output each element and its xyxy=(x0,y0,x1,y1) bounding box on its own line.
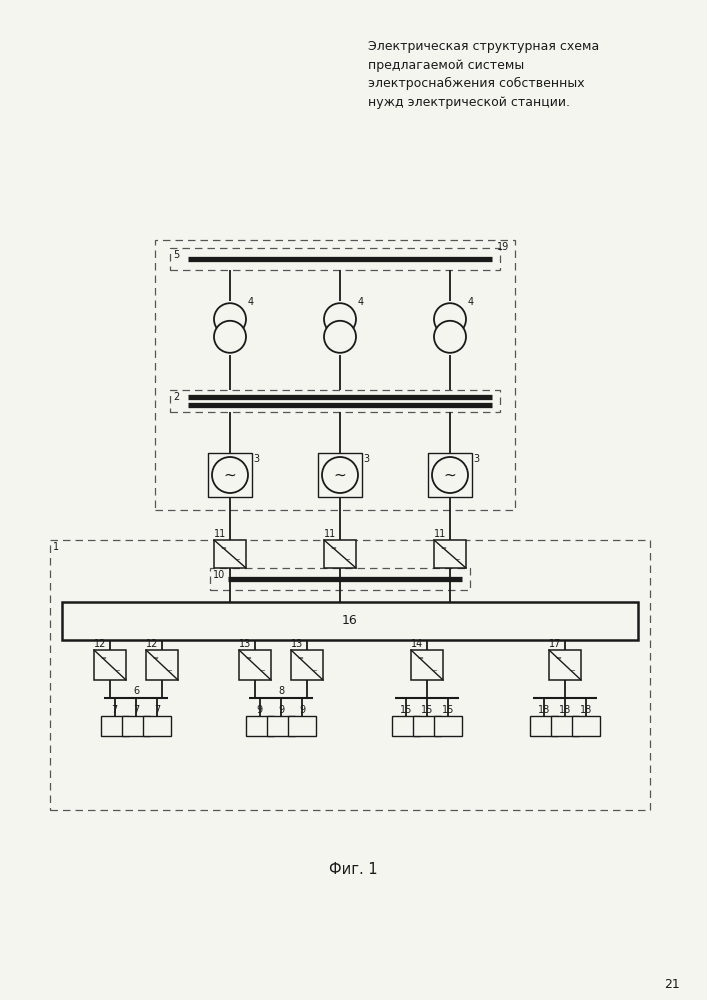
Text: ~: ~ xyxy=(234,557,240,563)
Text: 4: 4 xyxy=(248,297,254,307)
Circle shape xyxy=(322,457,358,493)
Text: ~: ~ xyxy=(311,669,317,675)
Text: ~: ~ xyxy=(114,669,120,675)
Text: ~: ~ xyxy=(259,669,265,675)
Bar xyxy=(100,716,129,736)
Text: 1: 1 xyxy=(53,542,59,552)
Bar xyxy=(267,716,295,736)
Circle shape xyxy=(324,321,356,353)
Text: ~: ~ xyxy=(166,669,172,675)
Bar xyxy=(155,240,515,510)
Text: 11: 11 xyxy=(214,529,226,539)
Circle shape xyxy=(214,321,246,353)
Bar xyxy=(392,716,420,736)
Bar xyxy=(245,716,274,736)
Text: 9: 9 xyxy=(278,705,284,715)
Text: ~: ~ xyxy=(334,468,346,483)
Text: =: = xyxy=(440,545,446,551)
Bar xyxy=(50,540,650,810)
Text: 3: 3 xyxy=(473,454,479,464)
Circle shape xyxy=(434,321,466,353)
Text: =: = xyxy=(555,655,561,661)
Bar xyxy=(208,453,252,497)
Bar xyxy=(434,540,466,568)
Text: ~: ~ xyxy=(431,669,437,675)
Text: 3: 3 xyxy=(363,454,369,464)
Text: 4: 4 xyxy=(468,297,474,307)
Text: 13: 13 xyxy=(239,639,251,649)
Text: 7: 7 xyxy=(133,705,139,715)
Bar xyxy=(291,650,323,680)
Text: ~: ~ xyxy=(443,468,457,483)
Bar xyxy=(122,716,150,736)
Bar xyxy=(146,650,178,680)
Text: =: = xyxy=(220,545,226,551)
Text: 15: 15 xyxy=(442,705,455,715)
Text: 15: 15 xyxy=(399,705,412,715)
Text: 10: 10 xyxy=(213,570,226,580)
Text: 8: 8 xyxy=(278,686,284,696)
Text: =: = xyxy=(245,655,251,661)
Bar xyxy=(428,453,472,497)
Text: 14: 14 xyxy=(411,639,423,649)
Bar xyxy=(324,540,356,568)
Text: 15: 15 xyxy=(421,705,433,715)
Text: Фиг. 1: Фиг. 1 xyxy=(329,862,378,878)
Circle shape xyxy=(434,303,466,335)
Text: ~: ~ xyxy=(569,669,575,675)
Text: Электрическая структурная схема
предлагаемой системы
электроснабжения собственны: Электрическая структурная схема предлага… xyxy=(368,40,600,109)
Bar xyxy=(551,716,579,736)
Bar xyxy=(210,568,470,590)
Bar xyxy=(434,716,462,736)
Bar xyxy=(530,716,558,736)
Bar xyxy=(170,390,500,412)
Text: =: = xyxy=(297,655,303,661)
Circle shape xyxy=(212,457,248,493)
Text: 4: 4 xyxy=(358,297,364,307)
Text: 21: 21 xyxy=(664,978,680,990)
Bar xyxy=(94,650,126,680)
Text: 18: 18 xyxy=(537,705,550,715)
Bar xyxy=(549,650,581,680)
Text: 12: 12 xyxy=(146,639,158,649)
Text: ~: ~ xyxy=(454,557,460,563)
Text: 11: 11 xyxy=(434,529,446,539)
Text: 5: 5 xyxy=(173,250,180,260)
Text: 9: 9 xyxy=(299,705,305,715)
Text: 7: 7 xyxy=(154,705,160,715)
Text: 3: 3 xyxy=(253,454,259,464)
Text: ~: ~ xyxy=(344,557,350,563)
Text: 12: 12 xyxy=(94,639,106,649)
Bar xyxy=(62,602,638,640)
Bar xyxy=(170,248,500,270)
Text: 13: 13 xyxy=(291,639,303,649)
Text: 18: 18 xyxy=(580,705,592,715)
Text: 17: 17 xyxy=(549,639,561,649)
Bar xyxy=(144,716,171,736)
Bar xyxy=(413,716,441,736)
Text: =: = xyxy=(417,655,423,661)
Bar xyxy=(288,716,316,736)
Text: 18: 18 xyxy=(559,705,571,715)
Text: 11: 11 xyxy=(324,529,337,539)
Text: =: = xyxy=(100,655,106,661)
Text: ~: ~ xyxy=(223,468,236,483)
Text: 19: 19 xyxy=(497,242,509,252)
Text: 6: 6 xyxy=(133,686,139,696)
Text: 2: 2 xyxy=(173,392,180,402)
Bar xyxy=(411,650,443,680)
Bar xyxy=(214,540,246,568)
Text: =: = xyxy=(152,655,158,661)
Text: =: = xyxy=(330,545,336,551)
Bar xyxy=(318,453,362,497)
Text: 9: 9 xyxy=(257,705,263,715)
Text: 7: 7 xyxy=(112,705,118,715)
Circle shape xyxy=(432,457,468,493)
Bar xyxy=(239,650,271,680)
Circle shape xyxy=(324,303,356,335)
Bar xyxy=(573,716,600,736)
Circle shape xyxy=(214,303,246,335)
Text: 16: 16 xyxy=(342,614,358,628)
